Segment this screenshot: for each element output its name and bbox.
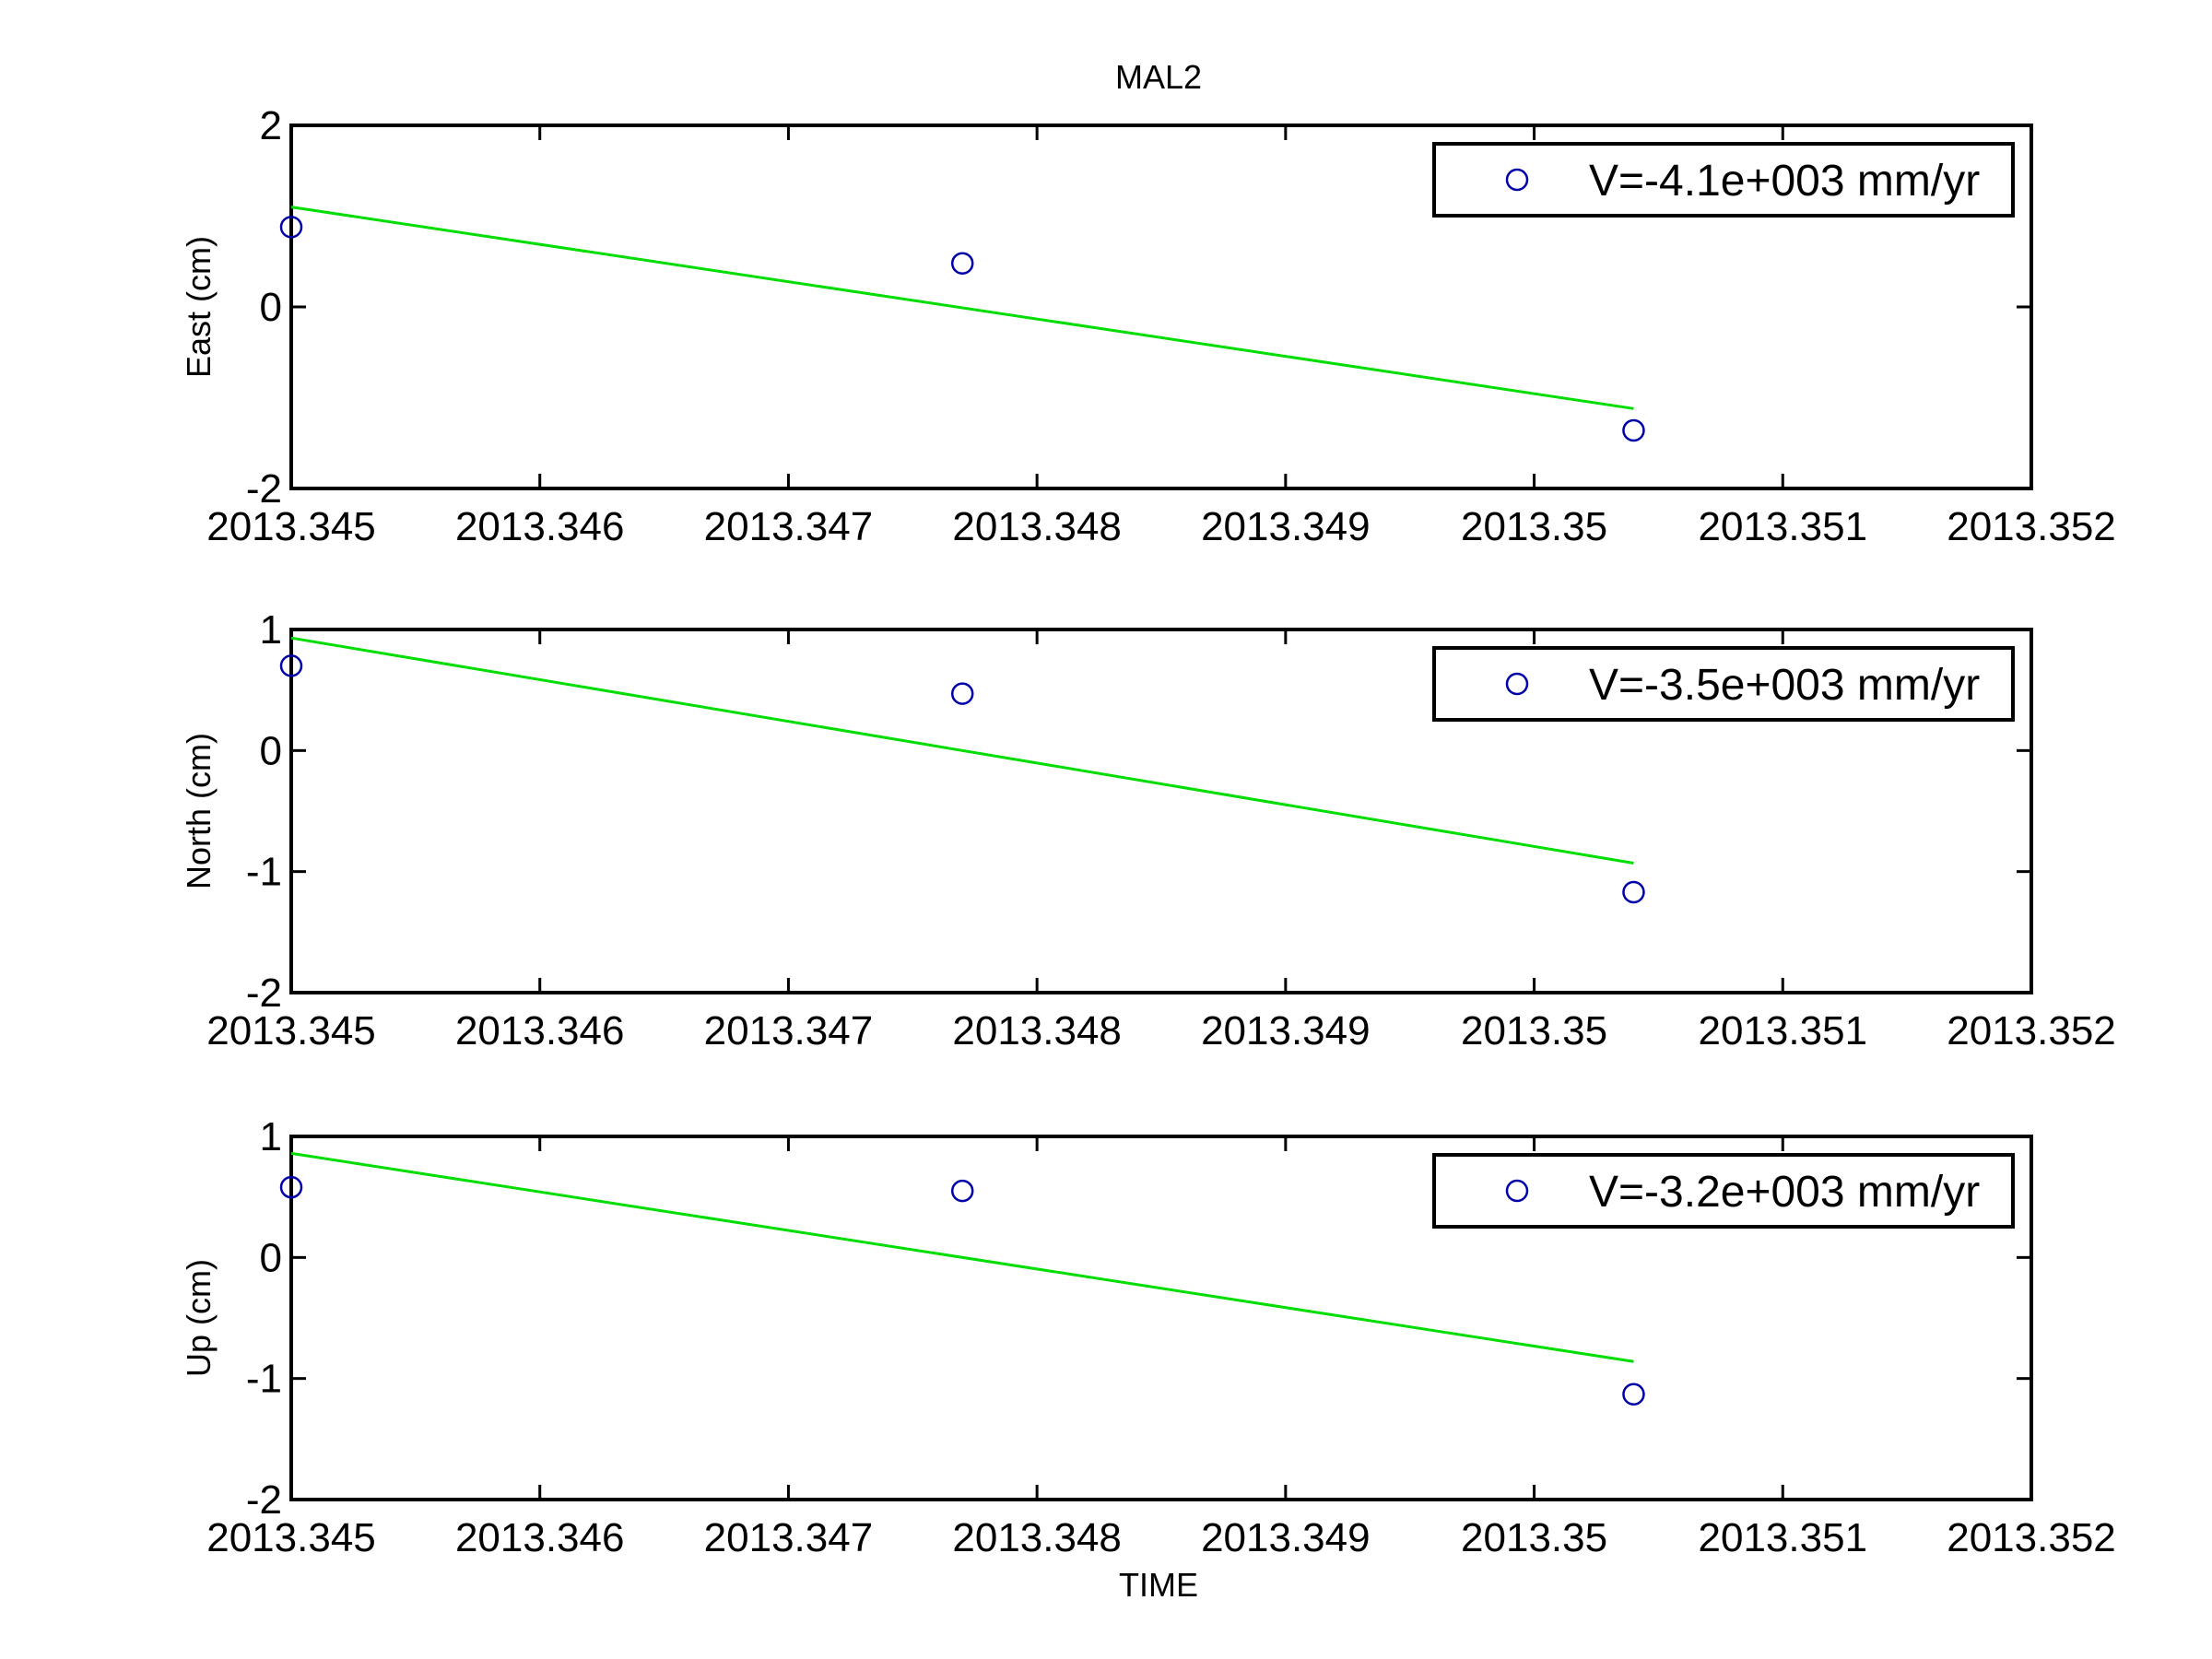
east-legend-box — [1432, 142, 2015, 218]
subplots: 2013.345 2013.346 2013.347 2013.348 2013.349… — [180, 103, 2116, 1560]
up-legend-box — [1432, 1153, 2015, 1229]
north-legend-marker — [1505, 672, 1529, 696]
east-y-tick-label: 2 — [260, 103, 282, 148]
north-subplot: 2013.345 2013.346 2013.347 2013.348 2013.349… — [180, 607, 2116, 1053]
east-y-tick-label: 0 — [260, 285, 282, 330]
north-data-point — [950, 682, 974, 705]
north-x-tick-label: 2013.346 — [455, 1008, 625, 1053]
up-legend-marker — [1505, 1179, 1529, 1203]
up-y-axis-label: Up (cm) — [180, 1259, 218, 1377]
east-x-tick-label: 2013.348 — [952, 504, 1122, 549]
up-x-tick-label: 2013.348 — [952, 1515, 1122, 1560]
up-legend-label: V=-3.2e+003 mm/yr — [1589, 1168, 1980, 1217]
north-fit-line — [290, 636, 1634, 865]
up-data-point — [950, 1179, 974, 1203]
east-x-tick-label: 2013.349 — [1201, 504, 1371, 549]
east-legend-label: V=-4.1e+003 mm/yr — [1589, 157, 1980, 206]
east-y-tick-label: -2 — [246, 466, 282, 512]
east-x-tick-label: 2013.346 — [455, 504, 625, 549]
x-axis-label: TIME — [1119, 1566, 1198, 1604]
north-data-point — [1622, 880, 1645, 904]
up-x-tick-label: 2013.351 — [1699, 1515, 1868, 1560]
up-x-tick-label: 2013.347 — [704, 1515, 874, 1560]
north-x-tick-label: 2013.349 — [1201, 1008, 1371, 1053]
east-data-point — [1622, 418, 1645, 442]
north-y-tick-label: -2 — [246, 971, 282, 1016]
figure-title: MAL2 — [1115, 58, 1202, 96]
up-data-point — [1622, 1382, 1645, 1406]
north-y-tick-label: 1 — [260, 607, 282, 653]
north-axes-frame — [289, 628, 2033, 994]
north-y-tick-label: -1 — [246, 850, 282, 895]
east-x-tick-label: 2013.351 — [1699, 504, 1868, 549]
up-y-tick-label: -1 — [246, 1357, 282, 1402]
east-x-tick-label: 2013.345 — [206, 504, 376, 549]
up-y-tick-label: -2 — [246, 1477, 282, 1523]
east-x-tick-label: 2013.35 — [1461, 504, 1607, 549]
east-data-point — [950, 252, 974, 275]
east-x-tick-label: 2013.347 — [704, 504, 874, 549]
east-y-axis-label: East (cm) — [180, 236, 218, 378]
up-fit-line — [290, 1151, 1634, 1363]
up-x-tick-label: 2013.35 — [1461, 1515, 1607, 1560]
north-y-tick-label: 0 — [260, 728, 282, 773]
up-subplot: 2013.345 2013.346 2013.347 2013.348 2013.349… — [180, 1114, 2116, 1560]
up-y-tick-label: 0 — [260, 1235, 282, 1280]
north-x-tick-label: 2013.352 — [1947, 1008, 2116, 1053]
up-y-tick-label: 1 — [260, 1114, 282, 1159]
north-x-tick-label: 2013.35 — [1461, 1008, 1607, 1053]
east-fit-line — [290, 206, 1634, 410]
up-data-point — [279, 1175, 303, 1199]
east-data-point — [279, 216, 303, 239]
north-data-point — [279, 654, 303, 677]
east-subplot: 2013.345 2013.346 2013.347 2013.348 2013.349… — [180, 103, 2116, 549]
north-x-tick-label: 2013.348 — [952, 1008, 1122, 1053]
up-x-tick-label: 2013.345 — [206, 1515, 376, 1560]
up-x-tick-label: 2013.352 — [1947, 1515, 2116, 1560]
up-x-tick-label: 2013.349 — [1201, 1515, 1371, 1560]
up-axes-frame — [289, 1135, 2033, 1501]
north-legend-label: V=-3.5e+003 mm/yr — [1589, 661, 1980, 710]
east-x-tick-label: 2013.352 — [1947, 504, 2116, 549]
east-legend-marker — [1505, 168, 1529, 192]
north-legend-box — [1432, 646, 2015, 722]
up-x-tick-label: 2013.346 — [455, 1515, 625, 1560]
north-x-tick-label: 2013.345 — [206, 1008, 376, 1053]
north-x-tick-label: 2013.347 — [704, 1008, 874, 1053]
north-y-axis-label: North (cm) — [180, 733, 218, 889]
north-x-tick-label: 2013.351 — [1699, 1008, 1868, 1053]
